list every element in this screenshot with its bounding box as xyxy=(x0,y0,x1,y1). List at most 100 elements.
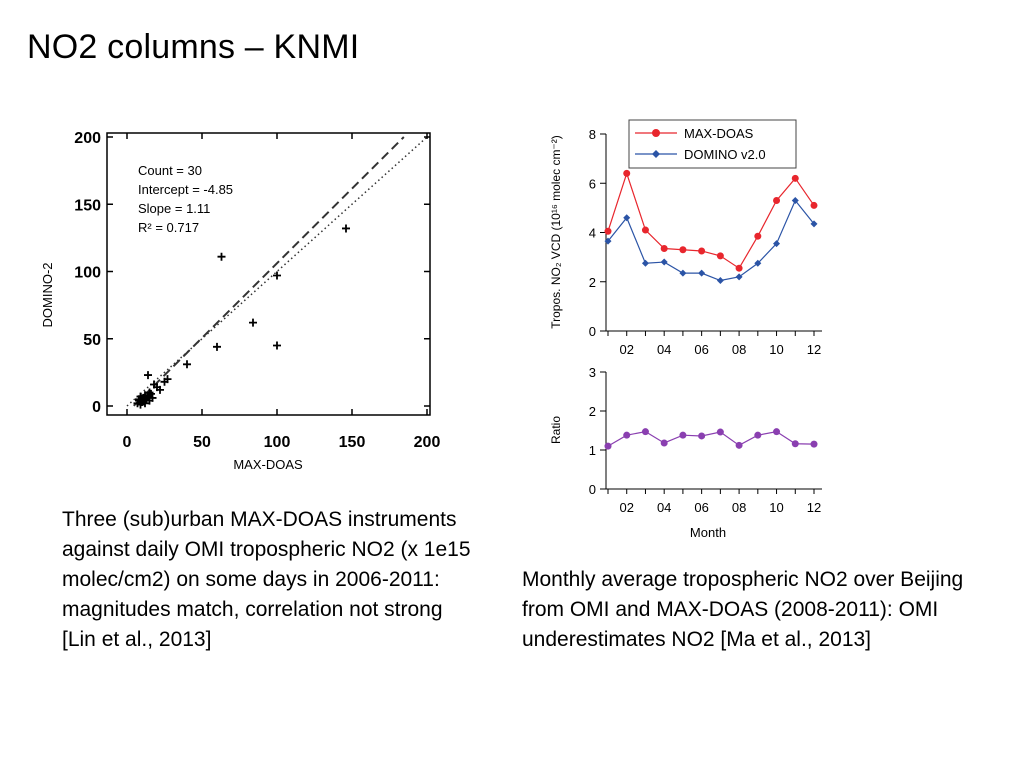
x-tick-label: 10 xyxy=(769,500,783,515)
series-point xyxy=(735,273,743,281)
y-tick-label: 1 xyxy=(589,443,596,458)
vcd-legend: MAX-DOAS DOMINO v2.0 xyxy=(628,119,797,169)
series-point xyxy=(716,428,724,436)
y-tick-label: 2 xyxy=(589,404,596,419)
series-line xyxy=(607,199,815,282)
x-tick-label: 06 xyxy=(694,500,708,515)
scatter-plot-frame xyxy=(106,132,431,416)
scatter-point xyxy=(148,393,157,402)
series-point xyxy=(735,264,743,272)
series-point xyxy=(716,252,724,260)
series-point xyxy=(773,196,781,204)
scatter-point xyxy=(153,383,161,392)
scatter-chart: 0 50 100 150 200 0 50 100 150 200 MAX-DOAS DOMINO… xyxy=(40,130,440,472)
y-tick-label: 4 xyxy=(589,226,596,241)
scatter-y-tick-label: 0 xyxy=(92,399,101,416)
x-tick-label: 06 xyxy=(694,342,708,357)
scatter-point xyxy=(139,396,148,405)
series-point xyxy=(791,196,799,204)
x-tick-label: 08 xyxy=(732,342,746,357)
x-tick-label: 04 xyxy=(657,342,671,357)
x-tick-label: 10 xyxy=(769,342,783,357)
scatter-y-tick-label: 200 xyxy=(74,130,101,147)
ratio-x-axis-label: Month xyxy=(690,525,726,540)
series-point xyxy=(810,201,818,209)
x-tick-label: 02 xyxy=(619,500,633,515)
scatter-x-tick-label: 100 xyxy=(264,434,291,451)
series-point xyxy=(791,440,799,448)
series-point xyxy=(679,431,687,439)
scatter-x-tick-label: 150 xyxy=(339,434,366,451)
scatter-point xyxy=(141,391,149,400)
scatter-y-tick-label: 100 xyxy=(74,265,101,282)
series-point xyxy=(698,247,706,255)
series-point xyxy=(623,169,631,177)
series-point xyxy=(660,245,668,253)
series-point xyxy=(660,258,668,266)
series-point xyxy=(679,246,687,254)
y-tick-label: 6 xyxy=(589,176,596,191)
x-tick-label: 12 xyxy=(807,500,821,515)
series-point xyxy=(641,226,649,234)
series-point xyxy=(810,220,818,228)
series-point xyxy=(623,431,631,439)
series-line xyxy=(607,431,815,447)
scatter-point xyxy=(217,252,226,261)
y-tick-label: 2 xyxy=(589,275,596,290)
legend-label-domino: DOMINO v2.0 xyxy=(684,147,766,162)
legend-box xyxy=(628,119,797,169)
scatter-point xyxy=(342,224,350,233)
scatter-y-axis-label: DOMINO-2 xyxy=(40,263,55,328)
series-point xyxy=(698,269,706,277)
series-point xyxy=(754,259,762,267)
scatter-point xyxy=(144,371,152,380)
x-tick-label: 04 xyxy=(657,500,671,515)
ratio-y-axis-label: Ratio xyxy=(549,416,563,444)
scatter-stat-slope: Slope = 1.11 xyxy=(138,201,210,216)
series-point xyxy=(604,227,612,235)
scatter-x-tick-label: 0 xyxy=(123,434,132,451)
legend-marker-domino xyxy=(652,150,660,158)
slide-title: NO2 columns – KNMI xyxy=(27,28,360,66)
series-point xyxy=(810,440,818,448)
scatter-stat-r2: R² = 0.717 xyxy=(138,220,199,235)
y-tick-label: 3 xyxy=(589,365,596,380)
series-point xyxy=(791,174,799,182)
series-point xyxy=(773,428,781,436)
scatter-point xyxy=(273,341,281,350)
caption-timeseries: Monthly average tropospheric NO2 over Be… xyxy=(522,568,964,651)
series-point xyxy=(773,240,781,248)
series-point xyxy=(623,214,631,222)
scatter-x-axis-label: MAX-DOAS xyxy=(233,457,303,472)
series-point xyxy=(604,237,612,245)
series-point xyxy=(698,432,706,440)
regression-fit-line xyxy=(133,136,405,407)
scatter-point xyxy=(147,389,155,398)
legend-marker-maxdoas xyxy=(652,129,660,137)
series-point xyxy=(735,441,743,449)
scatter-y-tick-label: 50 xyxy=(83,332,101,349)
vcd-y-axis-label: Tropos. NO₂ VCD (10¹⁶ molec cm⁻²) xyxy=(549,135,563,329)
scatter-stat-count: Count = 30 xyxy=(138,163,202,178)
series-point xyxy=(641,259,649,267)
series-point xyxy=(754,232,762,240)
series-point xyxy=(604,442,612,450)
scatter-point xyxy=(163,375,172,384)
series-point xyxy=(754,431,762,439)
series-point xyxy=(716,277,724,285)
x-tick-label: 08 xyxy=(732,500,746,515)
scatter-point xyxy=(183,360,191,369)
scatter-point xyxy=(213,342,221,351)
series-line xyxy=(607,171,815,270)
y-tick-label: 0 xyxy=(589,482,596,497)
y-tick-label: 8 xyxy=(589,127,596,142)
scatter-stat-intercept: Intercept = -4.85 xyxy=(138,182,233,197)
y-tick-label: 0 xyxy=(589,324,596,339)
scatter-point xyxy=(135,395,143,404)
scatter-point xyxy=(249,318,257,327)
x-tick-label: 12 xyxy=(807,342,821,357)
scatter-y-tick-label: 150 xyxy=(74,197,101,214)
scatter-x-tick-label: 50 xyxy=(193,434,211,451)
